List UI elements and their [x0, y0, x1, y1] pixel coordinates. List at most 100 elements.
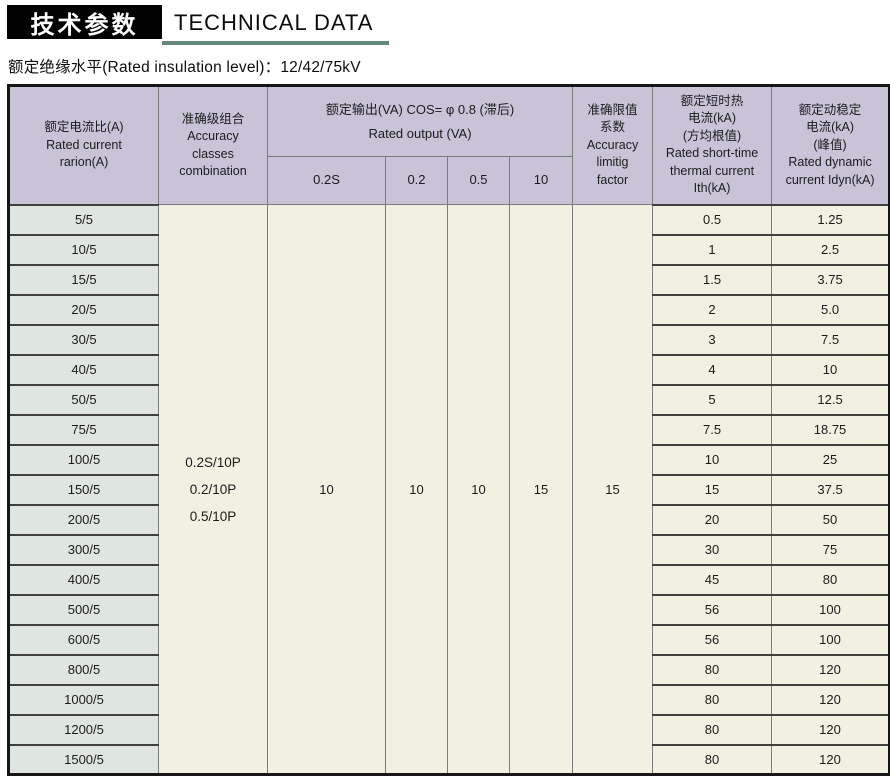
dynamic-current-cell: 75	[771, 533, 890, 566]
header-accuracy-classes: 准确级组合 Accuracy classes combination	[158, 85, 268, 205]
output-value-cell-0-5: 10	[447, 204, 510, 775]
header-row-sub: 0.2S 0.2 0.5 10	[9, 156, 890, 205]
header-output-0-5: 0.5	[447, 156, 510, 205]
table-row: 600/5 56 100	[8, 623, 890, 656]
dynamic-current-cell: 18.75	[771, 413, 890, 446]
header-dynamic-current: 额定动稳定 电流(kA) (峰值) Rated dynamic current …	[771, 85, 890, 205]
dynamic-current-cell: 12.5	[771, 383, 890, 416]
table-row: 30/5 3 7.5	[8, 323, 890, 356]
ratio-cell: 10/5	[8, 233, 159, 266]
ratio-cell: 1000/5	[8, 683, 159, 716]
dynamic-current-cell: 120	[771, 743, 890, 776]
dynamic-current-cell: 120	[771, 713, 890, 746]
thermal-current-cell: 45	[652, 563, 773, 596]
ratio-cell: 75/5	[8, 413, 159, 446]
table-row: 5/5 0.2S/10P 0.2/10P 0.5/10P 10 10 10 15 15 0.5…	[8, 203, 890, 775]
table-row: 40/5 4 10	[8, 353, 890, 386]
thermal-current-cell: 5	[652, 383, 773, 416]
ratio-cell: 40/5	[8, 353, 159, 386]
ratio-cell: 1200/5	[8, 713, 159, 746]
ratio-cell: 50/5	[8, 383, 159, 416]
ratio-cell: 15/5	[8, 263, 159, 296]
table-row: 150/5 15 37.5	[8, 473, 890, 506]
table-header: 额定电流比(A) Rated current rarion(A) 准确级组合 A…	[8, 85, 890, 205]
page-title-cn: 技术参数	[30, 11, 139, 39]
dynamic-current-cell: 2.5	[771, 233, 890, 266]
dynamic-current-cell: 120	[771, 653, 890, 686]
thermal-current-cell: 4	[652, 353, 773, 386]
dynamic-current-cell: 7.5	[771, 323, 890, 356]
table-row: 100/5 10 25	[8, 443, 890, 476]
dynamic-current-cell: 100	[771, 623, 890, 656]
accuracy-combination-cell: 0.2S/10P 0.2/10P 0.5/10P	[158, 204, 268, 775]
table-row: 200/5 20 50	[8, 503, 890, 536]
thermal-current-cell: 80	[652, 653, 773, 686]
thermal-current-cell: 20	[652, 503, 773, 536]
ratio-cell: 100/5	[8, 443, 159, 476]
ratio-cell: 600/5	[8, 623, 159, 656]
table-row: 50/5 5 12.5	[8, 383, 890, 416]
table-row: 500/5 56 100	[8, 593, 890, 626]
thermal-current-cell: 15	[652, 473, 773, 506]
dynamic-current-cell: 3.75	[771, 263, 890, 296]
ratio-cell: 500/5	[8, 593, 159, 626]
ratio-cell: 5/5	[8, 203, 159, 236]
header-output-0-2s: 0.2S	[267, 156, 386, 205]
thermal-current-cell: 3	[652, 323, 773, 356]
table-row: 1500/5 80 120	[8, 743, 890, 776]
dynamic-current-cell: 100	[771, 593, 890, 626]
accuracy-limit-factor-cell: 15	[572, 204, 654, 775]
title-bar: 技术参数 TECHNICAL DATA	[0, 0, 890, 50]
ratio-cell: 1500/5	[8, 743, 159, 776]
dynamic-current-cell: 80	[771, 563, 890, 596]
header-accuracy-limit-factor: 准确限值 系数 Accuracy limitig factor	[572, 85, 654, 205]
table-row: 1200/5 80 120	[8, 713, 890, 746]
table-row: 1000/5 80 120	[8, 683, 890, 716]
thermal-current-cell: 80	[652, 683, 773, 716]
thermal-current-cell: 80	[652, 713, 773, 746]
table-row: 20/5 2 5.0	[8, 293, 890, 326]
rated-insulation-level-line: 额定绝缘水平(Rated insulation level)：12/42/75k…	[8, 59, 361, 76]
ratio-cell: 20/5	[8, 293, 159, 326]
thermal-current-cell: 2	[652, 293, 773, 326]
thermal-current-cell: 7.5	[652, 413, 773, 446]
ratio-cell: 150/5	[8, 473, 159, 506]
ratio-cell: 30/5	[8, 323, 159, 356]
thermal-current-cell: 56	[652, 593, 773, 626]
thermal-current-cell: 80	[652, 743, 773, 776]
dynamic-current-cell: 50	[771, 503, 890, 536]
output-value-cell-0-2: 10	[385, 204, 448, 775]
header-thermal-current: 额定短时热 电流(kA) (方均根值) Rated short-time the…	[652, 85, 773, 205]
dynamic-current-cell: 10	[771, 353, 890, 386]
ratio-cell: 300/5	[8, 533, 159, 566]
page-title-en: TECHNICAL DATA	[174, 9, 374, 35]
ratio-cell: 400/5	[8, 563, 159, 596]
header-row-top: 额定电流比(A) Rated current rarion(A) 准确级组合 A…	[8, 85, 890, 205]
table-row: 300/5 30 75	[8, 533, 890, 566]
thermal-current-cell: 0.5	[652, 203, 773, 236]
table-row: 800/5 80 120	[8, 653, 890, 686]
table-row: 15/5 1.5 3.75	[8, 263, 890, 296]
output-value-cell-0-2s: 10	[267, 204, 386, 775]
table-body: 5/5 0.2S/10P 0.2/10P 0.5/10P 10 10 10 15 15 0.5…	[8, 203, 890, 776]
dynamic-current-cell: 1.25	[771, 203, 890, 236]
title-cn-box: 技术参数	[7, 5, 162, 39]
header-rated-output-group: 额定输出(VA) COS= φ 0.8 (滞后) Rated output (V…	[266, 85, 574, 157]
ratio-cell: 800/5	[8, 653, 159, 686]
technical-data-table: 额定电流比(A) Rated current rarion(A) 准确级组合 A…	[7, 84, 890, 776]
thermal-current-cell: 10	[652, 443, 773, 476]
title-en-underline: TECHNICAL DATA	[162, 4, 390, 45]
dynamic-current-cell: 37.5	[771, 473, 890, 506]
header-output-10: 10	[508, 156, 574, 205]
thermal-current-cell: 30	[652, 533, 773, 566]
output-value-cell-10: 15	[508, 204, 574, 775]
ratio-cell: 200/5	[8, 503, 159, 536]
thermal-current-cell: 56	[652, 623, 773, 656]
dynamic-current-cell: 120	[771, 683, 890, 716]
header-output-0-2: 0.2	[385, 156, 448, 205]
dynamic-current-cell: 5.0	[771, 293, 890, 326]
dynamic-current-cell: 25	[771, 443, 890, 476]
thermal-current-cell: 1.5	[652, 263, 773, 296]
table-row: 75/5 7.5 18.75	[8, 413, 890, 446]
